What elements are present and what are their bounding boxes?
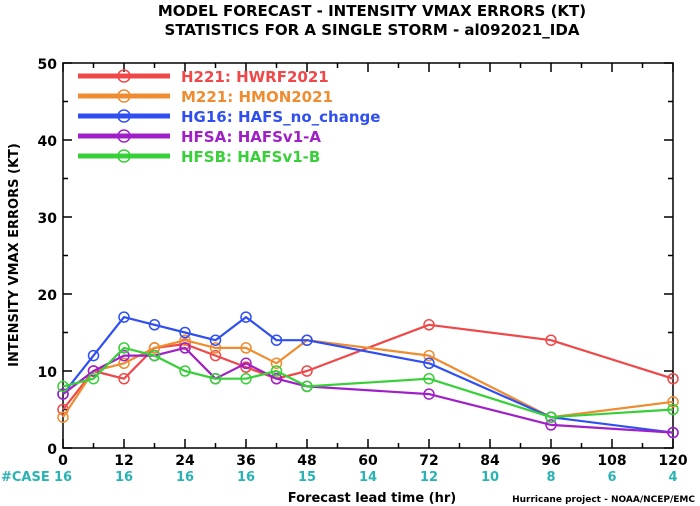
data-point (301, 334, 313, 346)
data-point (240, 361, 252, 373)
data-point (87, 349, 100, 362)
case-count: 4 (668, 470, 677, 485)
x-tick-label: 48 (297, 453, 316, 469)
x-tick-label: 0 (58, 453, 68, 469)
x-tick-label: 12 (114, 453, 133, 469)
data-point (57, 388, 69, 400)
legend-marker (117, 129, 131, 143)
data-point (148, 342, 161, 354)
data-point (423, 357, 435, 370)
case-count-label: #CASE (1, 470, 50, 485)
x-tick-label: 96 (541, 453, 560, 469)
x-tick-label: 72 (419, 453, 438, 469)
y-tick-label: 50 (38, 57, 58, 73)
legend-label: HFSA: HAFSv1-A (181, 128, 321, 146)
data-point (423, 349, 435, 362)
data-point (179, 365, 191, 377)
chart-subtitle: STATISTICS FOR A SINGLE STORM - al092021… (165, 21, 580, 39)
data-point (301, 365, 313, 377)
legend-label: HFSB: HAFSv1-B (181, 148, 320, 166)
x-tick-label: 36 (236, 453, 255, 469)
data-point (87, 365, 100, 377)
data-point (118, 372, 130, 385)
data-point (545, 411, 557, 423)
data-point (57, 411, 69, 423)
data-point (667, 426, 679, 439)
data-point (240, 372, 252, 385)
data-point (118, 342, 130, 354)
data-point (179, 326, 191, 339)
y-tick-label: 30 (38, 211, 58, 227)
data-point (179, 342, 191, 354)
legend-label: HG16: HAFS_no_change (181, 108, 380, 126)
chart-title: MODEL FORECAST - INTENSITY VMAX ERRORS (… (158, 2, 586, 20)
data-point (270, 365, 283, 377)
legend-marker (117, 109, 131, 123)
case-count: 16 (176, 470, 194, 485)
x-tick-label: 60 (358, 453, 378, 469)
data-point (209, 334, 222, 346)
x-tick-label: 108 (597, 453, 626, 469)
y-tick-label: 0 (47, 442, 57, 458)
legend-label: M221: HMON2021 (181, 88, 333, 106)
data-point (545, 334, 557, 346)
legend: H221: HWRF2021 M221: HMON2021 HG16: HAFS_n… (78, 68, 380, 166)
case-count: 10 (481, 470, 499, 485)
y-tick-label: 40 (38, 134, 58, 150)
data-point (423, 388, 435, 400)
data-point (118, 357, 130, 370)
data-point (209, 349, 222, 362)
y-tick-label: 20 (38, 288, 58, 304)
data-point (148, 319, 161, 331)
data-point (667, 372, 679, 385)
case-count: 6 (607, 470, 616, 485)
x-tick-label: 24 (175, 453, 195, 469)
case-count: 8 (546, 470, 555, 485)
data-point (118, 349, 130, 362)
case-count: 12 (420, 470, 438, 485)
case-count: 16 (115, 470, 133, 485)
data-point (667, 396, 679, 408)
case-count: 16 (54, 470, 72, 485)
data-point (87, 372, 100, 385)
data-point (118, 311, 130, 323)
x-axis-label: Forecast lead time (hr) (288, 491, 456, 506)
legend-marker (117, 149, 131, 163)
legend-marker (117, 89, 131, 103)
data-point (209, 372, 222, 385)
case-count: 15 (298, 470, 316, 485)
data-point (301, 380, 313, 393)
y-tick-label: 10 (38, 365, 58, 381)
data-point (240, 357, 252, 370)
legend-marker (117, 69, 131, 83)
data-point (270, 372, 283, 385)
data-point (545, 419, 557, 431)
data-point (423, 372, 435, 385)
data-point (667, 403, 679, 416)
data-point (270, 334, 283, 346)
case-count: 14 (359, 470, 377, 485)
data-point (240, 342, 252, 354)
data-point (423, 319, 435, 331)
series-line (62, 323, 674, 411)
case-count: 16 (237, 470, 255, 485)
credit-text: Hurricane project - NOAA/NCEP/EMC (512, 495, 695, 505)
series-line (62, 346, 674, 419)
data-point (209, 342, 222, 354)
data-point (240, 311, 252, 323)
data-point (148, 349, 161, 362)
x-tick-label: 120 (658, 453, 687, 469)
series-group (57, 311, 679, 439)
data-point (270, 357, 283, 370)
legend-label: H221: HWRF2021 (181, 68, 329, 86)
data-point (57, 380, 69, 393)
data-point (179, 334, 191, 346)
y-axis-label: INTENSITY VMAX ERRORS (KT) (7, 143, 22, 367)
series-line (62, 316, 674, 434)
x-tick-label: 84 (480, 453, 500, 469)
